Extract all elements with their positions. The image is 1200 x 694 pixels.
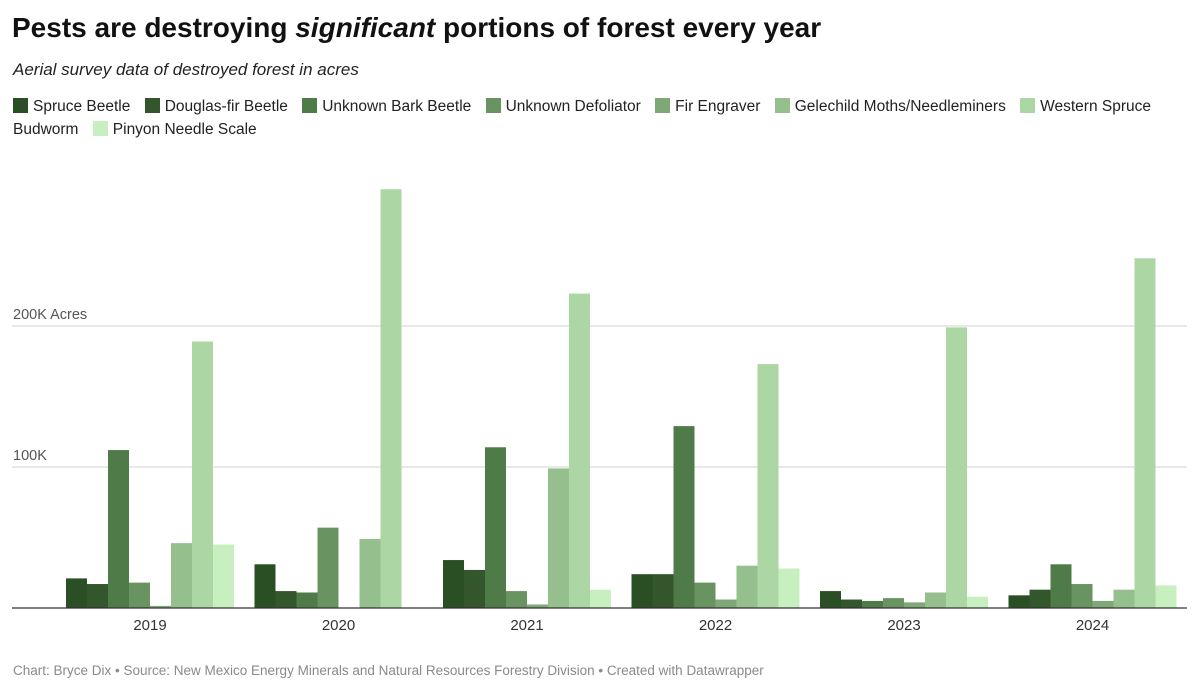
legend-item: Douglas-fir Beetle: [144, 98, 288, 115]
chart-legend: Spruce Beetle Douglas-fir Beetle Unknown…: [13, 95, 1193, 141]
legend-swatch: [13, 98, 28, 113]
y-tick-label: 200K Acres: [13, 307, 87, 323]
bar: [862, 600, 883, 608]
bar: [590, 589, 611, 608]
bar: [171, 543, 192, 608]
bar: [506, 591, 527, 608]
bar: [464, 569, 485, 608]
bar: [192, 341, 213, 608]
legend-label: Douglas-fir Beetle: [164, 98, 288, 115]
legend-label: Unknown Defoliator: [505, 98, 641, 115]
chart-footer: Chart: Bryce Dix • Source: New Mexico En…: [13, 663, 764, 678]
legend-label: Spruce Beetle: [33, 98, 131, 115]
x-tick-label: 2019: [133, 617, 166, 634]
legend-item: Western Spruce Budworm: [13, 98, 1151, 138]
bar: [736, 565, 758, 608]
bar: [841, 599, 862, 608]
legend-item: Unknown Defoliator: [485, 98, 641, 115]
legend-label: Western Spruce Budworm: [13, 98, 1151, 138]
legend-swatch: [485, 98, 501, 113]
legend-swatch: [302, 98, 318, 113]
bar: [757, 364, 779, 608]
bar: [1029, 589, 1051, 608]
bar: [66, 578, 87, 608]
bar: [275, 591, 297, 608]
bar: [967, 596, 988, 608]
bar-chart: 100K 200K Acres 2019 2020 2021 2022 2023 2024: [12, 189, 1187, 634]
bar: [254, 564, 276, 608]
x-tick-label: 2022: [699, 617, 732, 634]
bar: [296, 592, 318, 608]
bar: [1071, 584, 1093, 608]
bar: [694, 582, 716, 608]
legend-swatch: [1020, 98, 1036, 113]
bar: [820, 591, 841, 608]
y-tick-label: 100K: [13, 448, 47, 464]
x-tick-label: 2020: [322, 617, 355, 634]
bar: [631, 574, 653, 608]
bar: [1155, 585, 1177, 608]
legend-item: Fir Engraver: [655, 98, 760, 115]
legend-label: Fir Engraver: [675, 98, 761, 115]
legend-label: Gelechild Moths/Needleminers: [794, 98, 1006, 115]
bar: [1050, 564, 1072, 608]
bar: [485, 447, 506, 608]
bar: [1008, 595, 1030, 608]
chart-subtitle: Aerial survey data of destroyed forest i…: [13, 60, 359, 79]
bar: [359, 538, 381, 608]
legend-swatch: [774, 98, 790, 113]
bar: [904, 602, 925, 608]
bar: [925, 592, 946, 608]
bar: [946, 327, 967, 608]
x-tick-label: 2023: [887, 617, 920, 634]
legend-label: Unknown Bark Beetle: [322, 98, 472, 115]
bar: [87, 584, 108, 608]
bar: [715, 599, 737, 608]
bar: [380, 189, 402, 609]
bar: [548, 468, 569, 608]
legend-item: Gelechild Moths/Needleminers: [774, 98, 1006, 115]
x-tick-label: 2021: [510, 617, 543, 634]
bar: [108, 450, 129, 608]
bar: [569, 293, 590, 608]
bar: [129, 582, 150, 608]
bar: [150, 605, 171, 608]
legend-item: Spruce Beetle: [13, 98, 130, 115]
bar: [213, 544, 234, 608]
bar: [1092, 600, 1114, 608]
bar: [673, 426, 695, 608]
legend-swatch: [144, 98, 160, 113]
legend-swatch: [655, 98, 671, 113]
bar: [1134, 258, 1156, 608]
legend-label: Pinyon Needle Scale: [112, 121, 257, 138]
legend-item: Unknown Bark Beetle: [302, 98, 471, 115]
chart-title: Pests are destroying significant portion…: [12, 12, 822, 43]
legend-item: Pinyon Needle Scale: [92, 121, 257, 138]
bar: [778, 568, 800, 608]
bar: [317, 527, 339, 608]
bar: [652, 574, 674, 608]
x-tick-label: 2024: [1076, 617, 1109, 634]
legend-swatch: [92, 121, 108, 136]
bar: [1113, 589, 1135, 608]
bar: [443, 560, 464, 608]
bar: [883, 598, 904, 608]
bar: [527, 604, 548, 608]
